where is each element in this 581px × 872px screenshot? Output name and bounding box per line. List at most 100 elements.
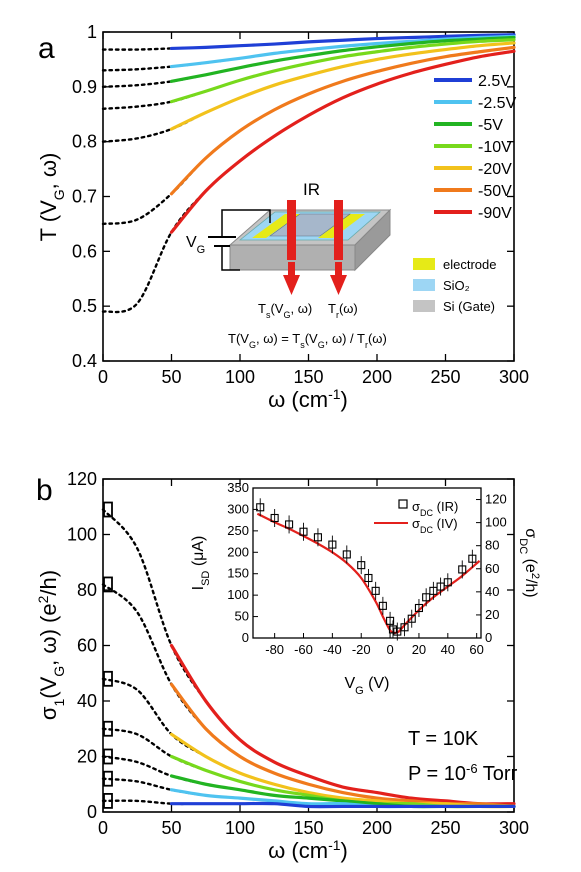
panel-a-y-tick-label: 0.7 [72, 187, 97, 207]
inset-x-axis-label: VG (V) [344, 675, 389, 697]
material-swatch-SiO [413, 279, 435, 291]
panel-a-y-tick-label: 0.8 [72, 132, 97, 152]
inset-ir-point [256, 503, 265, 512]
inset-right-tick-label: 80 [485, 538, 499, 553]
panel-a-legend: 2.5V -2.5V -5V -10V -20V -50V -90V [434, 73, 517, 222]
vg-label: VG [186, 234, 205, 256]
inset-ir-point [436, 582, 445, 591]
inset-ir-point [468, 554, 477, 563]
inset-right-axis-label: σDC (e2/h) [517, 528, 541, 597]
panel-b-x-tick-label: 50 [161, 818, 181, 838]
inset-ir-point [328, 540, 337, 549]
panel-a-y-tick-label: 0.4 [72, 351, 97, 371]
panel-b-x-tick-label: 150 [293, 818, 323, 838]
inset-right-tick-label: 100 [485, 515, 507, 530]
inset-ir-point [414, 603, 423, 613]
panel-b-dc-marker-90V [103, 501, 113, 518]
panel-b-series-group [101, 508, 516, 809]
panel-b-y-tick-label: 40 [77, 691, 97, 711]
panel-a-x-tick-label: 200 [362, 367, 392, 387]
inset-left-axis-label: ISD (μA) [190, 536, 212, 591]
panel-b-y-tick-label: 120 [67, 469, 97, 489]
panel-a-x-tick-label: 150 [293, 367, 323, 387]
panel-a-x-tick-label: 250 [430, 367, 460, 387]
inset-ir-point [429, 586, 438, 595]
panel-a-x-tick-label: 100 [225, 367, 255, 387]
si-gate-right [354, 208, 391, 272]
gate-wire-bottom [221, 246, 240, 271]
inset-left-tick-label: 250 [227, 523, 249, 538]
panel-a-ticks: 0 50 100 150 200 250 300 0.4 0.5 0.6 0.7 0.8 0.9 1 [72, 22, 529, 387]
tr-label: Tr(ω) [328, 301, 358, 320]
panel-a-legend-label-2-5V: -2.5V [478, 95, 517, 112]
panel-a-legend-label-50V: -50V [478, 183, 512, 200]
panel-a-legend-label-10V: -10V [478, 139, 512, 156]
inset-x-tick-label: 60 [469, 642, 483, 657]
inset-left-tick-label: 200 [227, 544, 249, 559]
panel-a-x-axis-label: ω (cm-1) [268, 386, 348, 412]
panel-b-y-tick-label: 60 [77, 636, 97, 656]
inset-ir-point [443, 578, 452, 587]
inset-ir-point [388, 625, 398, 634]
inset-ir-point [285, 520, 294, 529]
inset-ir-point [371, 586, 380, 595]
panel-b-x-tick-label: 0 [98, 818, 108, 838]
inset-ticks: -80 -60 -40 -20 0 20 40 60050100150200250300350… [227, 480, 506, 657]
panel-b-y-tick-label: 0 [87, 802, 97, 822]
material-swatch-Si-Gate [413, 300, 435, 312]
inset-left-tick-label: 0 [242, 630, 249, 645]
inset-ir-point [422, 593, 431, 602]
panel-b-series-90V [169, 643, 516, 806]
inset-ir-point [386, 616, 395, 625]
panel-b-series-2-5V [169, 801, 516, 809]
inset-ir-point [458, 565, 467, 574]
panel-b-dc-markers [103, 501, 113, 809]
material-label-electrode: electrode [443, 257, 496, 272]
inset-left-tick-label: 350 [227, 480, 249, 495]
panel-b-dc-marker-2-5V [103, 793, 113, 809]
inset-left-tick-label: 300 [227, 501, 249, 516]
panel-a-x-tick-label: 300 [499, 367, 529, 387]
inset-ir-point [364, 573, 373, 583]
device-schematic: IR VG Ts(VG, ω) Tr(ω) T(VG, ω) = Ts(VG, … [186, 180, 392, 350]
arrow-reference-shaft [335, 262, 342, 277]
panel-a-series-group [101, 33, 516, 314]
temperature-annotation: T = 10K [408, 728, 479, 750]
inset-x-tick-label: -80 [265, 642, 284, 657]
panel-a-legend-label-90V: -90V [478, 205, 512, 222]
inset-ir-point [407, 614, 416, 623]
panel-a-y-tick-label: 0.5 [72, 296, 97, 316]
inset-ir-point [299, 527, 308, 536]
inset-x-tick-label: 0 [386, 642, 393, 657]
gate-wire [221, 209, 271, 237]
inset-ir-point [313, 533, 322, 542]
inset-ir-point [400, 623, 409, 632]
inset-x-tick-label: -40 [323, 642, 342, 657]
inset-right-tick-label: 0 [485, 630, 492, 645]
panel-a-x-tick-label: 50 [161, 367, 181, 387]
panel-b-dc-marker-5V [103, 748, 113, 765]
panel-a-y-axis-label: T (VG, ω) [36, 153, 67, 242]
material-label-Si-Gate: Si (Gate) [443, 299, 495, 314]
arrow-sample-shaft [288, 262, 295, 277]
panel-b-x-tick-label: 100 [225, 818, 255, 838]
inset-x-tick-label: 20 [412, 642, 426, 657]
inset-x-tick-label: -60 [294, 642, 313, 657]
ir-beam-reference [334, 200, 343, 260]
panel-a: a 0 50 100 150 200 250 3000.40.50.60.70.80.91 … [36, 22, 529, 412]
material-legend: electrode SiO₂ Si (Gate) [413, 257, 496, 314]
arrow-reference-icon [330, 275, 347, 295]
panel-b-letter: b [36, 474, 53, 507]
panel-a-legend-label-2-5V: 2.5V [478, 73, 511, 90]
inset-x-tick-label: 40 [441, 642, 455, 657]
inset-x-tick-label: -20 [352, 642, 371, 657]
panel-a-x-tick-label: 0 [98, 367, 108, 387]
inset-ir-point [393, 627, 402, 636]
panel-b-series-20V [169, 732, 516, 809]
inset-right-tick-label: 60 [485, 561, 499, 576]
material-label-SiO: SiO₂ [443, 278, 470, 293]
panel-a-y-tick-label: 1 [87, 22, 97, 42]
inset-right-tick-label: 20 [485, 607, 499, 622]
